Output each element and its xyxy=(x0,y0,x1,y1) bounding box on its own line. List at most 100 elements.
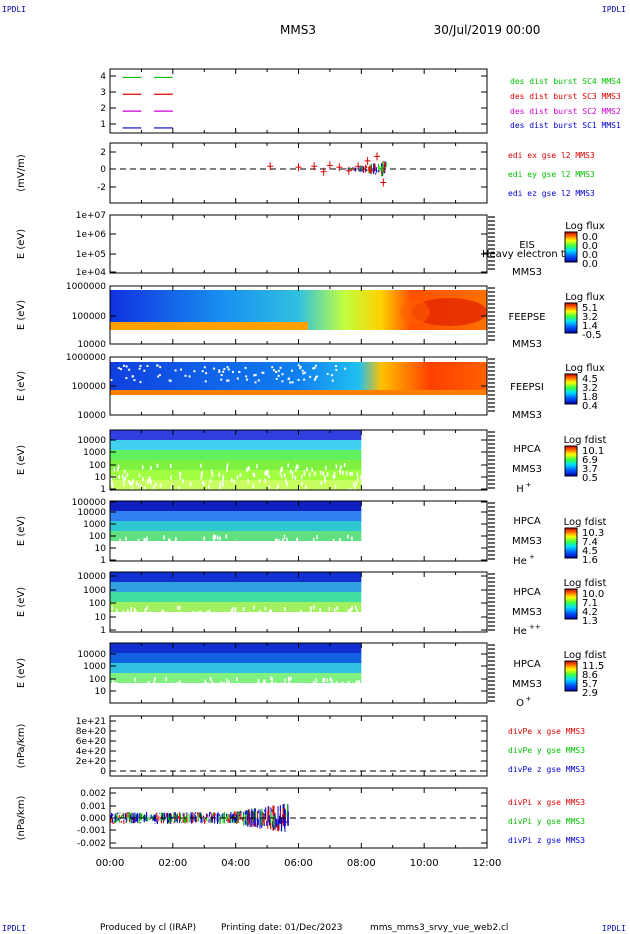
p7-gap-pixel xyxy=(333,541,336,546)
p9-gap-pixel xyxy=(177,681,179,686)
p1-ytick-label: 2 xyxy=(100,104,106,114)
p6-gap-pixel xyxy=(360,475,362,480)
p5-gap-pixel xyxy=(313,378,316,381)
p9-gap-pixel xyxy=(290,676,292,681)
p7-energy-band xyxy=(110,541,362,552)
p11-legend-1: divPi x gse MMS3 xyxy=(508,798,585,807)
p5-gap-pixel xyxy=(246,378,249,381)
p5-gap-pixel xyxy=(277,369,280,372)
p8-gap-pixel xyxy=(195,611,198,616)
p6-gap-pixel xyxy=(324,475,326,480)
p9-gap-pixel xyxy=(230,685,233,690)
p7-gap-pixel xyxy=(156,546,159,551)
p8-gap-pixel xyxy=(309,612,312,617)
p7-gap-pixel xyxy=(135,549,138,554)
p7-gap-pixel xyxy=(271,553,274,558)
p6-gap-pixel xyxy=(301,481,303,486)
p6-ytick-label: 100 xyxy=(89,461,106,471)
p7-gap-pixel xyxy=(311,547,314,552)
p9-gap-pixel xyxy=(331,679,333,684)
p7-gap-pixel xyxy=(198,547,200,552)
p6-gap-pixel xyxy=(226,467,228,472)
p6-gap-pixel xyxy=(343,489,345,494)
p8-gap-pixel xyxy=(352,620,355,625)
p9-gap-pixel xyxy=(335,684,337,689)
p5-gap-pixel xyxy=(275,377,278,380)
p10-ytick-label: 8e+20 xyxy=(76,727,107,737)
p9-gap-pixel xyxy=(335,680,338,685)
p5-cbar-tick: 3.2 xyxy=(582,383,598,394)
p6-gap-pixel xyxy=(276,487,278,492)
p8-gap-pixel xyxy=(255,618,257,623)
p8-gap-pixel xyxy=(258,614,260,619)
p7-gap-pixel xyxy=(110,541,112,546)
p9-gap-pixel xyxy=(360,683,362,688)
p6-gap-pixel xyxy=(247,479,249,484)
p6-gap-pixel xyxy=(256,464,258,469)
p9-gap-pixel xyxy=(257,678,260,683)
p8-gap-pixel xyxy=(139,620,141,625)
p6-gap-pixel xyxy=(110,476,113,481)
p5-ytick-label: 1000000 xyxy=(66,353,106,363)
p8-gap-pixel xyxy=(334,621,336,626)
p5-gap-pixel xyxy=(290,369,293,372)
p9-gap-pixel xyxy=(203,692,206,697)
p5-gap-pixel xyxy=(146,364,149,367)
p5-gap-pixel xyxy=(281,380,284,383)
p5-gap-pixel xyxy=(271,366,274,369)
corner-mark-top-left: IPDLI xyxy=(2,5,27,14)
p9-gap-pixel xyxy=(232,689,234,694)
corner-mark-bottom-right: IPDLI xyxy=(601,924,626,933)
p5-gap-pixel xyxy=(222,370,225,373)
p9-species-charge: + xyxy=(526,695,532,703)
p7-gap-pixel xyxy=(328,549,331,554)
p8-gap-pixel xyxy=(259,624,261,629)
p7-gap-pixel xyxy=(168,538,170,543)
p8-gap-pixel xyxy=(316,620,319,625)
p6-gap-pixel xyxy=(201,471,203,476)
p5-gap-pixel xyxy=(289,381,292,384)
p6-gap-pixel xyxy=(351,472,353,477)
p6-gap-pixel xyxy=(339,470,341,475)
p7-gap-pixel xyxy=(127,544,129,549)
p6-gap-pixel xyxy=(171,485,173,490)
p11-legend-3: divPi z gse MMS3 xyxy=(508,836,585,845)
p9-cbar-tick: 2.9 xyxy=(582,688,598,699)
p7-gap-pixel xyxy=(351,536,353,541)
p8-gap-pixel xyxy=(191,626,194,631)
p9-gap-pixel xyxy=(165,677,167,682)
p9-gap-pixel xyxy=(329,677,332,682)
p2-ytick-label: 0 xyxy=(100,165,106,175)
p7-gap-pixel xyxy=(168,547,170,552)
p7-ytick-label: 100000 xyxy=(72,498,107,508)
p6-gap-pixel xyxy=(141,465,144,470)
p8-gap-pixel xyxy=(135,612,138,617)
p9-gap-pixel xyxy=(146,687,148,692)
p7-gap-pixel xyxy=(273,553,275,558)
p6-gap-pixel xyxy=(340,465,342,470)
p11-ytick-label: -0.002 xyxy=(77,839,106,849)
p8-gap-pixel xyxy=(254,621,257,626)
p7-gap-pixel xyxy=(222,540,224,545)
p9-gap-pixel xyxy=(209,677,212,682)
x-tick-label: 00:00 xyxy=(96,858,125,869)
p5-gap-pixel xyxy=(125,365,128,368)
p9-gap-pixel xyxy=(318,686,320,691)
p9-gap-pixel xyxy=(313,683,315,688)
p7-gap-pixel xyxy=(324,560,327,565)
p7-gap-pixel xyxy=(321,551,323,556)
p6-gap-pixel xyxy=(253,472,256,477)
p11-ytick-label: -0.001 xyxy=(77,826,106,836)
p5-gap-pixel xyxy=(315,376,318,379)
p7-gap-pixel xyxy=(183,543,185,548)
p8-gap-pixel xyxy=(171,614,174,619)
p8-gap-pixel xyxy=(176,624,178,629)
p9-energy-band xyxy=(110,663,362,674)
p8-gap-pixel xyxy=(285,612,288,617)
p5-cbar-title: Log flux xyxy=(565,363,605,374)
p8-gap-pixel xyxy=(225,623,227,628)
p8-gap-pixel xyxy=(314,627,317,632)
p6-energy-band xyxy=(110,460,362,471)
p7-gap-pixel xyxy=(245,557,247,562)
p7-gap-pixel xyxy=(342,560,345,565)
